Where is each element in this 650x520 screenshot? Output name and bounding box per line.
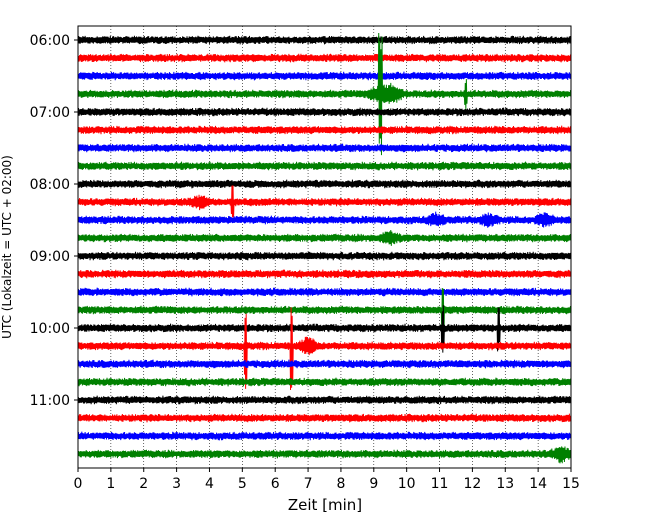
x-tick-label: 10 [398,476,416,492]
x-tick-label: 1 [106,476,115,492]
y-tick-label: 07:00 [30,105,70,121]
x-tick-label: 14 [529,476,547,492]
trace-line [77,431,572,441]
x-tick-label: 2 [139,476,148,492]
y-tick-label: 11:00 [30,393,70,409]
y-tick-label: 10:00 [30,321,70,337]
trace-line [77,125,572,135]
trace-line [77,413,572,423]
trace-line [77,446,572,464]
trace-line [77,71,572,81]
traces [77,32,572,464]
trace-line [77,359,572,369]
trace-line [77,287,572,337]
x-axis-label: Zeit [min] [288,496,362,514]
trace-line [77,32,572,156]
y-axis-ticks: 06:00 07:00 08:00 09:00 10:00 11:00 [30,33,78,409]
trace-line [77,251,572,261]
x-tick-label: 3 [172,476,181,492]
x-tick-label: 5 [238,476,247,492]
x-tick-label: 4 [205,476,214,492]
x-tick-label: 15 [562,476,580,492]
trace-line [77,269,572,279]
trace-line [77,53,572,63]
x-tick-label: 6 [271,476,280,492]
trace-line [77,377,572,387]
y-tick-label: 08:00 [30,177,70,193]
x-tick-label: 8 [336,476,345,492]
x-tick-label: 13 [496,476,514,492]
y-tick-label: 09:00 [30,249,70,265]
x-tick-label: 7 [304,476,313,492]
x-tick-label: 9 [369,476,378,492]
trace-line [77,395,572,405]
x-tick-label: 11 [431,476,449,492]
trace-line [77,161,572,171]
y-tick-label: 06:00 [30,33,70,49]
trace-line [77,185,572,218]
trace-line [77,287,572,297]
trace-line [77,179,572,189]
x-tick-label: 12 [463,476,481,492]
trace-line [77,211,572,228]
trace-line [77,230,572,246]
trace-line [77,107,572,117]
x-tick-label: 0 [74,476,83,492]
plot-frame [77,25,572,469]
x-axis-ticks: 0 1 2 3 4 5 6 7 8 9 10 11 12 13 14 15 [74,468,580,492]
trace-line [77,143,572,153]
trace-line [77,307,572,390]
y-axis-label: UTC (Lokalzeit = UTC + 02:00) [0,155,14,339]
trace-line [77,35,572,45]
trace-line [77,305,572,353]
